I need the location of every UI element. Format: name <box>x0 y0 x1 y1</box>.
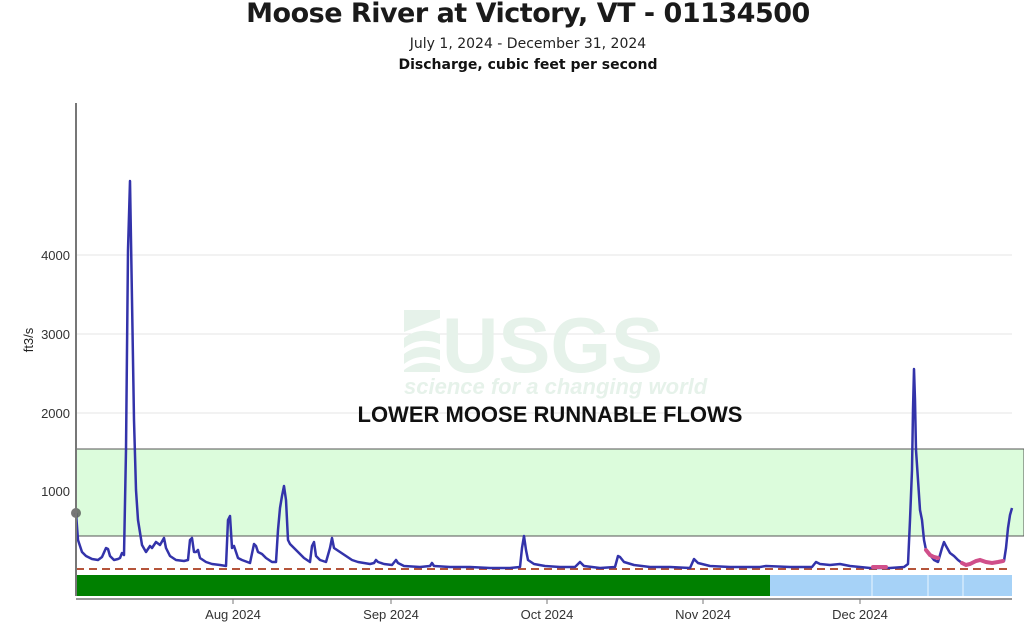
x-tick-dec: Dec 2024 <box>832 607 888 622</box>
x-tick-aug: Aug 2024 <box>205 607 261 622</box>
y-tick-4000: 4000 <box>41 248 70 263</box>
y-tick-2000: 2000 <box>41 406 70 421</box>
runnable-flow-band <box>75 448 1024 537</box>
usgs-watermark: USGS science for a changing world <box>404 301 708 399</box>
y-axis-label: ft3/s <box>21 327 36 352</box>
y-tick-1000: 1000 <box>41 484 70 499</box>
runnable-band-label: LOWER MOOSE RUNNABLE FLOWS <box>358 402 743 427</box>
x-tick-sep: Sep 2024 <box>363 607 419 622</box>
y-tick-3000: 3000 <box>41 327 70 342</box>
discharge-line <box>74 179 1014 570</box>
usgs-logo-icon <box>404 310 440 372</box>
usgs-logo-text: USGS <box>442 301 663 389</box>
x-tick-nov: Nov 2024 <box>675 607 731 622</box>
x-tick-oct: Oct 2024 <box>521 607 574 622</box>
chart-title: Moose River at Victory, VT - 01134500 <box>246 0 810 29</box>
data-status-bar <box>76 575 1012 596</box>
chart-parameter: Discharge, cubic feet per second <box>398 57 658 73</box>
provisional-status-segment <box>770 575 1012 596</box>
usgs-tagline: science for a changing world <box>404 374 708 399</box>
approved-status-segment <box>76 575 770 596</box>
provisional-highlights <box>871 548 1005 569</box>
chart-date-range: July 1, 2024 - December 31, 2024 <box>409 36 647 52</box>
y-tick-labels: 1000 2000 3000 4000 <box>41 248 70 499</box>
x-tick-labels: Aug 2024 Sep 2024 Oct 2024 Nov 2024 Dec … <box>205 607 888 622</box>
x-ticks <box>232 599 861 604</box>
